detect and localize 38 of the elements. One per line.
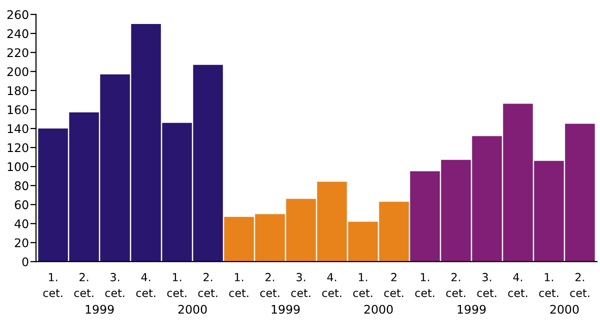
text: 1999: [458, 304, 486, 314]
text: 1999: [86, 304, 114, 314]
y-tick-label: 140: [8, 124, 28, 134]
x-tick-label: 2. cet.: [198, 272, 218, 298]
x-tick-label: 1. cet.: [229, 273, 248, 298]
x-tick-label: 3. cet.: [291, 272, 310, 298]
x-tick-label: 1. cet.: [539, 273, 558, 298]
x-tick-label: 3. cet.: [477, 272, 496, 298]
x-tick-label: 4. cet.: [136, 273, 156, 298]
x-tick-label: 1. cet.: [415, 273, 434, 298]
y-tick-label: 240: [7, 29, 28, 38]
x-tick-label: 2. cet.: [570, 272, 590, 298]
x-tick-label: 1. cet.: [43, 273, 62, 298]
y-tick-label: 60: [14, 200, 28, 210]
y-tick-label: 260: [7, 10, 28, 20]
x-tick-label: 2. cet.: [74, 272, 94, 298]
x-tick-label: 2. cet.: [260, 272, 280, 298]
y-tick-label: 40: [14, 219, 28, 228]
x-tick-label: 2. cet.: [446, 272, 466, 298]
x-tick-label: 4. cet.: [508, 273, 528, 298]
x-tick-label: 3. cet.: [105, 272, 124, 298]
x-tick-label: 1. cet.: [167, 273, 186, 298]
y-tick-label: 200: [7, 67, 28, 76]
y-tick-label: 20: [14, 238, 28, 248]
y-tick-label: 220: [7, 48, 28, 58]
text: 2000: [364, 304, 393, 314]
x-tick-label: 1. cet.: [353, 273, 372, 298]
y-tick-label: 160: [8, 105, 28, 114]
x-tick-label: 4. cet.: [322, 273, 342, 298]
text: 2000: [178, 304, 207, 314]
text: 2000: [550, 304, 579, 314]
y-tick-label: 100: [8, 162, 28, 172]
y-tick-label: 0: [22, 257, 28, 266]
y-tick-label: 180: [8, 86, 28, 96]
text: 1999: [272, 304, 300, 314]
y-tick-label: 80: [14, 181, 28, 190]
y-tick-label: 120: [8, 143, 28, 152]
x-tick-label: 2 cet.: [384, 272, 404, 298]
